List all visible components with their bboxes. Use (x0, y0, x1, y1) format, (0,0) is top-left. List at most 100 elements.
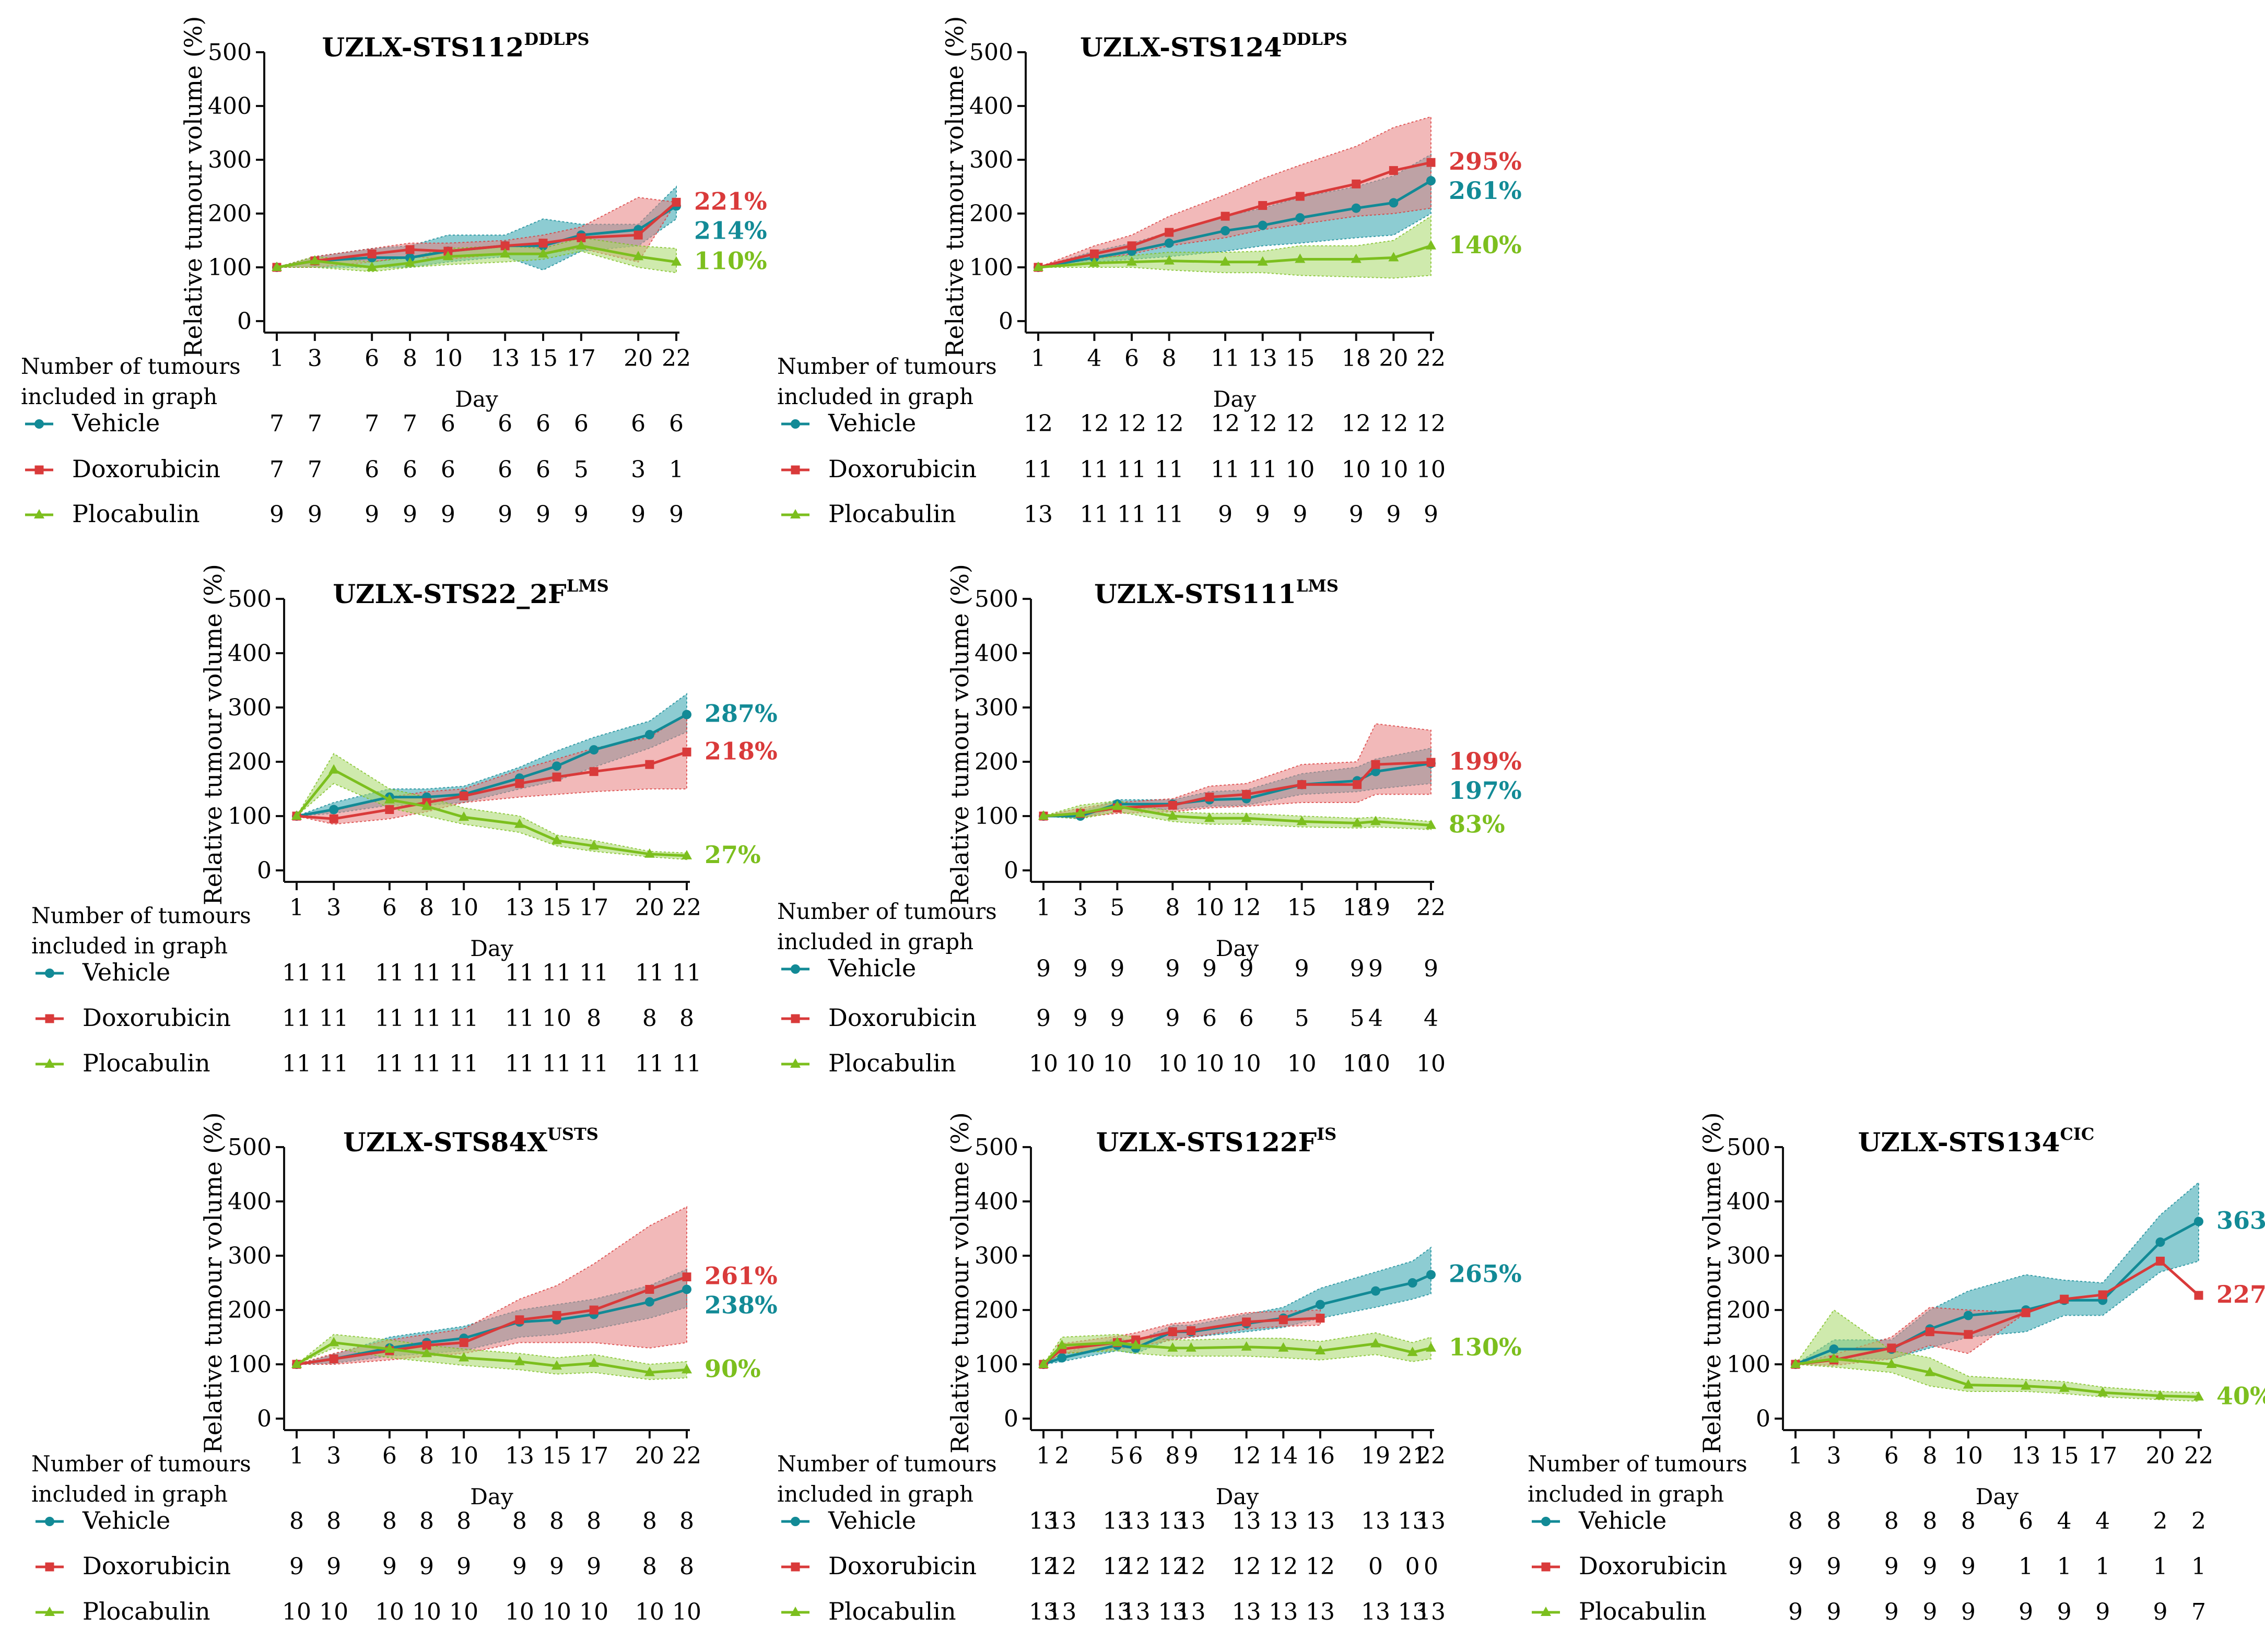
plocabulin-line (1038, 244, 1431, 269)
x-tick-label: 3 (326, 894, 341, 921)
doxorubicin-count: 1 (2057, 1553, 2072, 1580)
doxorubicin-point (633, 230, 643, 240)
plocabulin-point (384, 1343, 395, 1353)
doxorubicin-point (2194, 1291, 2203, 1300)
plocabulin-count: 9 (2018, 1599, 2033, 1625)
doxorubicin-count: 12 (1306, 1553, 1335, 1580)
table-header-line2: included in graph (31, 933, 228, 959)
x-tick-label: 6 (1124, 345, 1139, 372)
vehicle-count: 8 (382, 1508, 397, 1535)
y-axis-label: Relative tumour volume (%) (199, 1112, 227, 1454)
vehicle-count: 12 (1379, 410, 1408, 437)
plocabulin-point (291, 1359, 302, 1368)
plocabulin-point (328, 764, 339, 774)
plocabulin-point (1278, 1342, 1289, 1352)
doxorubicin-point (422, 1341, 431, 1350)
doxorubicin-count: 9 (1788, 1553, 1803, 1580)
plocabulin-legend-marker (34, 509, 44, 518)
doxorubicin-point (1168, 800, 1177, 810)
vehicle-count: 9 (1424, 955, 1438, 982)
plocabulin-point (1241, 812, 1252, 822)
y-tick-label: 100 (228, 803, 272, 830)
vehicle-count: 9 (1295, 955, 1309, 982)
doxorubicin-point (1297, 780, 1307, 789)
plocabulin-end-label: 40% (2216, 1382, 2265, 1410)
plocabulin-count: 13 (1121, 1599, 1151, 1625)
plocabulin-count: 13 (1158, 1599, 1187, 1625)
doxorubicin-count: 12 (1102, 1553, 1132, 1580)
plocabulin-point (682, 849, 692, 859)
plocabulin-point (1352, 817, 1363, 827)
vehicle-count: 13 (1029, 1508, 1058, 1535)
doxorubicin-count: 12 (1177, 1553, 1206, 1580)
y-tick-label: 400 (975, 640, 1018, 667)
plocabulin-count: 13 (1029, 1599, 1058, 1625)
doxorubicin-end-label: 218% (705, 737, 778, 765)
plocabulin-point (1426, 1342, 1436, 1352)
x-tick-label: 22 (662, 345, 691, 372)
plocabulin-count: 10 (505, 1599, 534, 1625)
vehicle-legend-marker (791, 964, 800, 974)
doxorubicin-count: 1 (669, 456, 684, 483)
plocabulin-end-label: 110% (694, 247, 767, 275)
plocabulin-count: 9 (308, 501, 322, 528)
vehicle-count: 11 (375, 960, 404, 986)
plocabulin-point (1038, 1359, 1049, 1368)
vehicle-count: 11 (282, 960, 311, 986)
plocabulin-row-label: Plocabulin (83, 1049, 210, 1077)
x-tick-label: 16 (1306, 1443, 1335, 1469)
doxorubicin-point (645, 760, 654, 769)
vehicle-count: 9 (1368, 955, 1383, 982)
plocabulin-point (2193, 1391, 2204, 1401)
plocabulin-count: 9 (1255, 501, 1270, 528)
plocabulin-point (2097, 1387, 2108, 1397)
doxorubicin-count: 11 (412, 1005, 441, 1032)
vehicle-count: 8 (642, 1508, 657, 1535)
y-tick-label: 400 (975, 1188, 1018, 1215)
plocabulin-row-label: Plocabulin (828, 1049, 956, 1077)
chart-title-superscript: LMS (567, 576, 609, 596)
plocabulin-point (514, 818, 525, 828)
vehicle-count: 12 (1285, 410, 1315, 437)
vehicle-point (644, 1297, 654, 1307)
table-header-line2: included in graph (1528, 1481, 1724, 1507)
doxorubicin-row-label: Doxorubicin (828, 1552, 977, 1580)
table-header-line2: included in graph (21, 384, 217, 409)
doxorubicin-count: 11 (1211, 456, 1240, 483)
doxorubicin-legend-marker (791, 1562, 800, 1572)
plocabulin-point (1167, 810, 1178, 820)
vehicle-point (1371, 766, 1380, 776)
x-tick-label: 15 (1285, 345, 1315, 372)
doxorubicin-point (500, 241, 510, 251)
chart-title: UZLX-STS122FIS (1096, 1124, 1336, 1158)
table-header-line2: included in graph (31, 1481, 228, 1507)
vehicle-count: 8 (289, 1508, 304, 1535)
plocabulin-point (1204, 812, 1215, 822)
vehicle-line (1795, 1220, 2200, 1366)
doxorubicin-band (1038, 116, 1431, 268)
plocabulin-row-label: Plocabulin (72, 500, 200, 528)
chart-title: UZLX-STS22_2FLMS (333, 576, 608, 609)
plocabulin-count: 11 (282, 1051, 311, 1077)
plocabulin-count: 9 (1218, 501, 1233, 528)
vehicle-count: 6 (631, 410, 646, 437)
vehicle-point (682, 710, 691, 719)
doxorubicin-legend-marker (1541, 1562, 1551, 1572)
vehicle-legend-marker (1541, 1517, 1551, 1526)
y-tick-label: 100 (208, 254, 252, 281)
vehicle-count: 13 (1177, 1508, 1206, 1535)
plocabulin-point (1426, 819, 1436, 829)
x-tick-label: 17 (579, 894, 608, 921)
doxorubicin-count: 1 (2191, 1553, 2206, 1580)
vehicle-count: 9 (1036, 955, 1051, 982)
plocabulin-point (1257, 256, 1268, 266)
doxorubicin-row-label: Doxorubicin (83, 1004, 231, 1032)
doxorubicin-point (405, 245, 415, 254)
doxorubicin-count: 11 (1248, 456, 1277, 483)
plocabulin-point (1370, 816, 1381, 825)
doxorubicin-count: 9 (549, 1553, 564, 1580)
vehicle-count: 8 (549, 1508, 564, 1535)
x-tick-label: 9 (1184, 1443, 1199, 1469)
doxorubicin-count: 9 (1036, 1005, 1051, 1032)
